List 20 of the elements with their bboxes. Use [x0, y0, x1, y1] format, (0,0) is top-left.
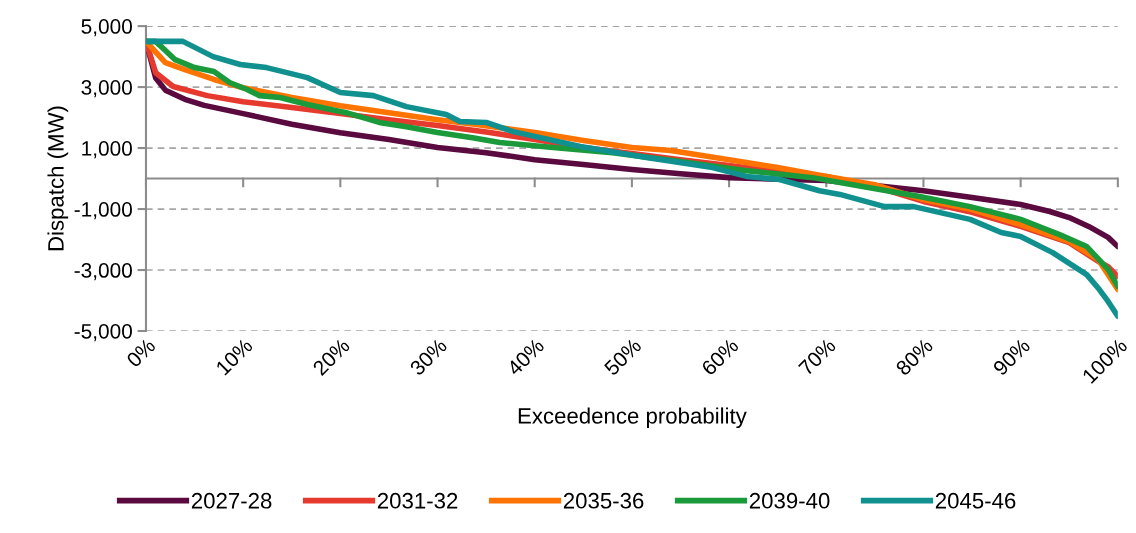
- x-axis-title: Exceedence probability: [518, 407, 747, 429]
- y-axis-title: Dispatch (MW): [47, 106, 69, 251]
- y-tick-label: -5,000: [74, 323, 132, 342]
- legend-label: 2031-32: [377, 492, 458, 509]
- y-tick-label: 5,000: [81, 19, 132, 37]
- x-tick-label: 50%: [603, 337, 643, 377]
- legend-label: 2045-46: [935, 492, 1016, 509]
- legend-label: 2035-36: [563, 492, 644, 509]
- x-tick-label: 30%: [409, 337, 448, 377]
- legend-label: 2027-28: [191, 492, 272, 509]
- x-tick-label: 80%: [895, 337, 934, 377]
- y-tick-label: -1,000: [74, 202, 132, 220]
- x-tick-label: 90%: [992, 337, 1031, 377]
- legend-label: 2039-40: [749, 492, 830, 509]
- y-tick-label: -3,000: [74, 263, 132, 281]
- x-tick-label: 60%: [700, 337, 740, 377]
- y-tick-label: 1,000: [82, 141, 132, 159]
- x-tick-label: 40%: [505, 337, 546, 377]
- x-tick-label: 70%: [797, 337, 837, 377]
- y-tick-label: 3,000: [81, 80, 132, 98]
